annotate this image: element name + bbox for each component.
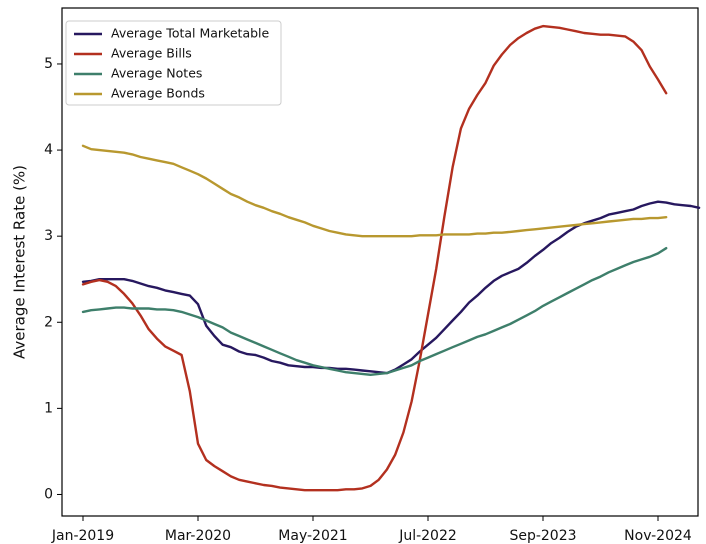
x-axis: Jan-2019 Mar-2020 May-2021 Jul-2022 Sep-2023… [51, 516, 692, 544]
x-tick-label: Mar-2020 [165, 528, 231, 544]
x-tick-label: May-2021 [278, 528, 347, 544]
legend-label: Average Notes [111, 66, 202, 81]
series-line-1 [81, 200, 701, 375]
legend-label: Average Bills [111, 46, 192, 61]
legend: Average Total Marketable Average Bills Ave… [65, 20, 282, 106]
series-line-4 [81, 144, 668, 238]
x-tick-label: Jul-2022 [398, 528, 457, 544]
plot-frame [61, 7, 699, 517]
y-tick-label: 1 [44, 400, 53, 416]
y-axis: 0 1 2 3 4 5 [44, 56, 62, 502]
y-tick-label: 5 [44, 56, 53, 72]
x-tick-label: Jan-2019 [51, 528, 114, 544]
y-tick-label: 4 [44, 142, 53, 158]
series-line-3 [81, 246, 668, 376]
y-tick-label: 0 [44, 486, 53, 502]
y-tick-label: 2 [44, 314, 53, 330]
x-tick-label: Sep-2023 [509, 528, 576, 544]
y-tick-label: 3 [44, 228, 53, 244]
legend-box [65, 20, 282, 106]
y-axis-title: Average Interest Rate (%) [11, 165, 29, 359]
x-tick-label: Nov-2024 [624, 528, 692, 544]
legend-label: Average Total Marketable [111, 26, 270, 41]
series-layer [81, 24, 701, 492]
series-line-2 [81, 24, 668, 492]
legend-label: Average Bonds [111, 86, 205, 101]
